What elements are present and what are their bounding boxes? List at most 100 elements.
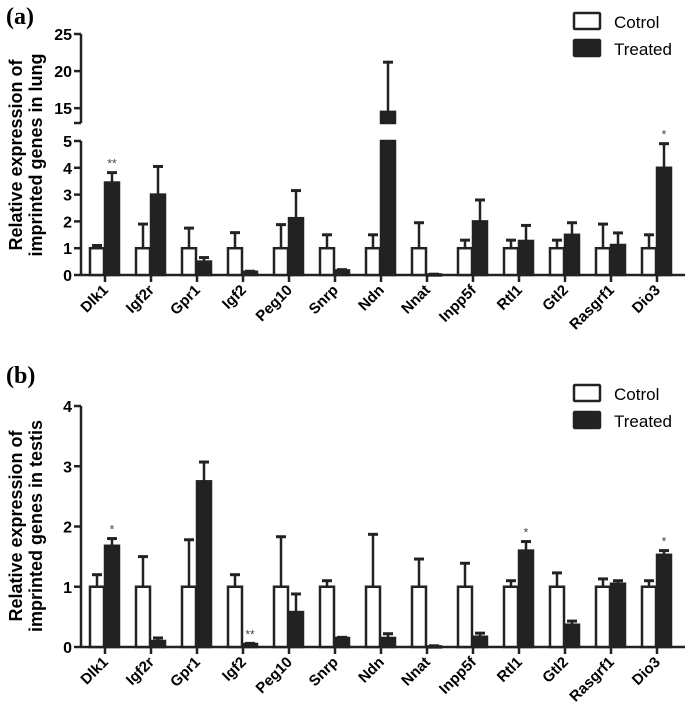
bar-control	[226, 246, 244, 277]
bar-treated	[563, 233, 581, 277]
bar-control	[180, 585, 198, 649]
x-tick-label: Rasgrf1	[566, 282, 618, 334]
x-tick-label: Gpr1	[167, 654, 204, 691]
bar-treated	[333, 269, 351, 277]
x-tick-label: Dio3	[629, 654, 664, 689]
panel-a-lung: (a) Relative expression of imprinted gen…	[6, 4, 685, 333]
x-tick-label: Ndn	[355, 654, 388, 687]
x-tick-label: Nnat	[398, 654, 434, 690]
bar-control	[272, 585, 290, 649]
bar-control	[134, 246, 152, 277]
y-tick-label: 4	[63, 161, 72, 178]
bar-control	[364, 585, 382, 649]
x-tick-label: Igf2r	[123, 282, 158, 317]
bar-control	[548, 585, 566, 649]
bar-control	[180, 246, 198, 277]
bar-treated	[103, 544, 121, 649]
panel-a-ylabel-line1: Relative expression of	[6, 58, 26, 250]
bar-treated	[241, 270, 259, 277]
bar-treated	[149, 639, 167, 649]
x-tick-label: Rtl1	[494, 282, 526, 314]
bar-treated	[655, 166, 673, 277]
x-tick-label: Rasgrf1	[566, 654, 618, 706]
legend-label-control: Cotrol	[614, 385, 659, 404]
panel-b-ylabel-line2: imprinted genes in testis	[26, 420, 46, 632]
bar-control	[88, 246, 106, 277]
legend-label-treated: Treated	[614, 412, 672, 431]
bar-treated	[655, 553, 673, 649]
bar-control	[456, 246, 474, 277]
legend-label-control: Cotrol	[614, 13, 659, 32]
panel-a-ylabel-line2: imprinted genes in lung	[26, 53, 46, 256]
significance-marker: **	[107, 157, 117, 171]
bar-control	[272, 246, 290, 277]
x-tick-label: Igf2	[219, 282, 250, 313]
bar-treated	[379, 636, 397, 649]
bar-treated	[609, 243, 627, 277]
x-tick-label: Snrp	[306, 654, 342, 690]
bar-treated	[517, 239, 535, 277]
x-tick-label: Snrp	[306, 282, 342, 318]
bar-control	[410, 585, 428, 649]
x-tick-label: Nnat	[398, 282, 434, 318]
x-tick-label: Peg10	[253, 282, 296, 325]
panel-b-label: (b)	[6, 363, 35, 389]
bar-treated	[517, 549, 535, 649]
significance-marker: *	[662, 128, 667, 142]
bar-control	[364, 246, 382, 277]
bar-treated	[333, 636, 351, 649]
bar-control	[594, 246, 612, 277]
bar-treated	[195, 480, 213, 649]
y-tick-label: 1	[63, 241, 72, 258]
x-tick-label: Ndn	[355, 282, 388, 315]
bar-control	[134, 585, 152, 649]
y-tick-label: 0	[63, 640, 72, 657]
legend-swatch-control	[572, 383, 602, 403]
x-tick-label: Gtl2	[539, 654, 572, 687]
x-tick-label: Peg10	[253, 654, 296, 697]
bar-treated	[609, 582, 627, 649]
bar-control	[88, 585, 106, 649]
bar-treated	[471, 635, 489, 649]
y-tick-label: 3	[63, 459, 72, 476]
y-tick-label: 3	[63, 188, 72, 205]
legend-swatch-treated	[572, 410, 602, 430]
x-tick-label: Igf2	[219, 654, 250, 685]
bar-treated	[241, 642, 259, 649]
y-tick-label: 2	[63, 520, 72, 537]
bar-control	[594, 585, 612, 649]
bar-treated	[425, 273, 443, 277]
bar-treated	[471, 220, 489, 277]
panel-b-ylabel-line1: Relative expression of	[6, 429, 26, 621]
bar-treated	[287, 610, 305, 649]
bar-control	[640, 246, 658, 277]
legend-label-treated: Treated	[614, 40, 672, 59]
x-tick-label: Dio3	[629, 282, 664, 317]
bar-control	[640, 585, 658, 649]
x-tick-label: Dlk1	[77, 282, 111, 316]
significance-marker: *	[524, 526, 529, 540]
x-tick-label: Igf2r	[123, 654, 158, 689]
legend-swatch-control	[572, 11, 602, 31]
significance-marker: *	[110, 523, 115, 537]
bar-control	[502, 585, 520, 649]
x-tick-label: Rtl1	[494, 654, 526, 686]
panel-a-label: (a)	[6, 4, 34, 30]
bar-treated	[379, 139, 397, 277]
bar-control	[456, 585, 474, 649]
panel-b-testis: (b) Relative expression of imprinted gen…	[6, 363, 685, 705]
significance-marker: *	[662, 535, 667, 549]
legend-swatch-treated	[572, 38, 602, 58]
bar-treated	[563, 623, 581, 649]
bar-control	[548, 246, 566, 277]
x-tick-label: Inpp5f	[436, 653, 481, 698]
bar-treated-upper	[379, 110, 397, 125]
y-tick-label: 15	[54, 101, 72, 118]
x-tick-label: Gpr1	[167, 282, 204, 319]
x-tick-label: Dlk1	[77, 654, 111, 688]
bar-control	[318, 585, 336, 649]
y-tick-label: 0	[63, 268, 72, 285]
bar-treated	[149, 193, 167, 277]
significance-marker: **	[245, 627, 255, 641]
x-tick-label: Gtl2	[539, 282, 572, 315]
